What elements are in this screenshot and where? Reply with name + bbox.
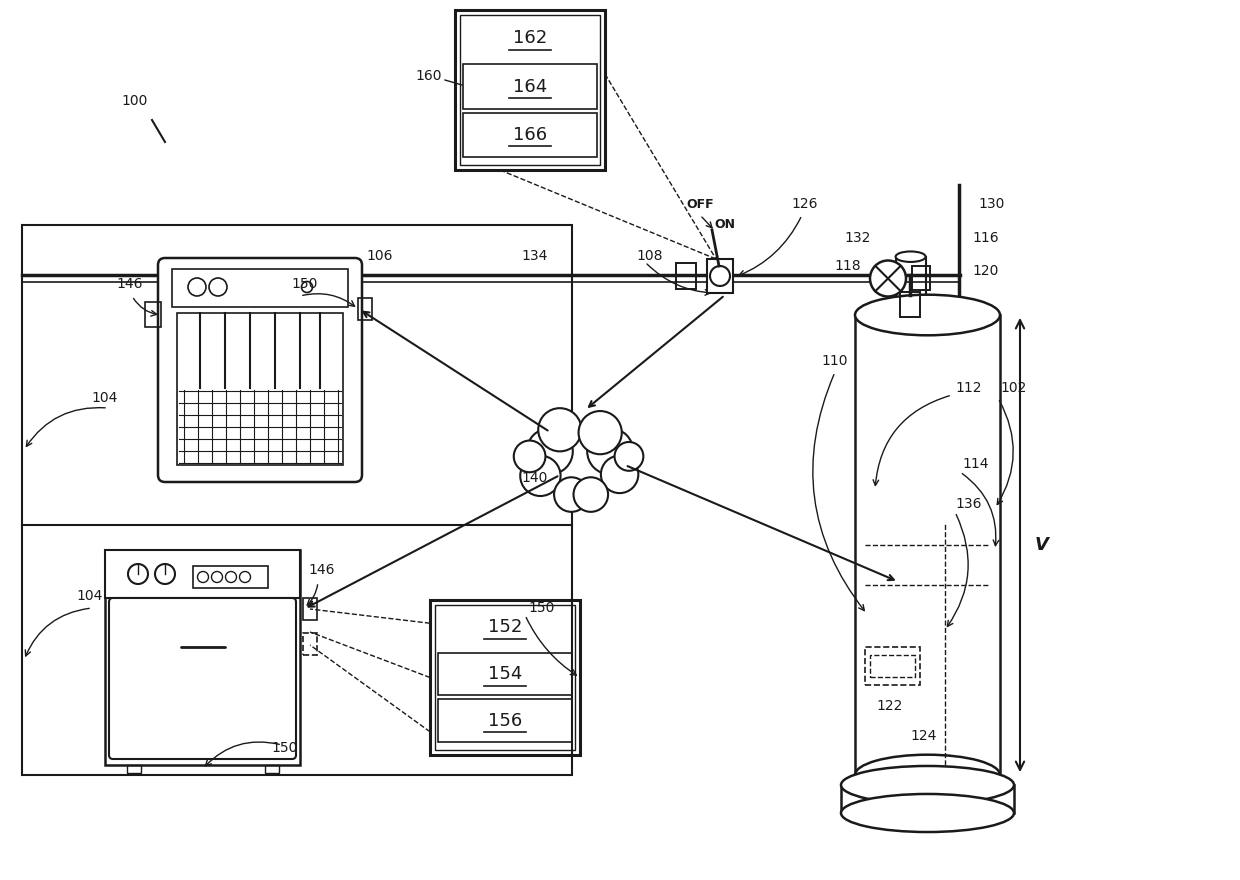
Bar	[358, 298, 372, 320]
Text: 112: 112	[955, 381, 982, 395]
Circle shape	[527, 429, 573, 474]
Text: 150: 150	[528, 601, 554, 615]
Bar	[463, 64, 596, 108]
Bar	[460, 15, 600, 165]
Bar	[463, 113, 596, 157]
Bar	[870, 655, 915, 677]
Circle shape	[601, 456, 639, 493]
Bar	[435, 605, 575, 750]
Bar	[105, 550, 300, 765]
Text: 150: 150	[291, 277, 319, 291]
Ellipse shape	[856, 295, 999, 335]
Bar	[303, 633, 317, 655]
Bar	[22, 225, 572, 775]
Bar	[193, 566, 268, 588]
Text: 146: 146	[117, 277, 144, 291]
Bar	[676, 263, 696, 289]
Circle shape	[574, 477, 608, 512]
Bar	[911, 266, 930, 290]
Bar	[430, 600, 580, 755]
Circle shape	[579, 411, 621, 454]
Text: 152: 152	[487, 619, 522, 636]
Text: 102: 102	[999, 381, 1027, 395]
Bar	[177, 313, 343, 465]
Text: 104: 104	[77, 589, 103, 603]
Text: 136: 136	[955, 497, 982, 511]
Circle shape	[538, 408, 582, 451]
Circle shape	[543, 422, 618, 497]
Text: 146: 146	[309, 563, 335, 577]
Text: 156: 156	[487, 712, 522, 730]
Text: 164: 164	[513, 77, 547, 96]
Circle shape	[588, 429, 634, 474]
FancyBboxPatch shape	[109, 598, 296, 759]
Text: 134: 134	[522, 249, 548, 263]
FancyBboxPatch shape	[157, 258, 362, 482]
Text: 110: 110	[822, 354, 848, 368]
Circle shape	[870, 260, 906, 297]
Text: 106: 106	[367, 249, 393, 263]
Bar	[866, 647, 920, 685]
Text: 160: 160	[415, 69, 441, 83]
Text: 122: 122	[877, 699, 903, 713]
Text: ON: ON	[714, 218, 735, 231]
Bar	[126, 765, 141, 773]
Circle shape	[513, 441, 546, 473]
Text: 108: 108	[637, 249, 663, 263]
Circle shape	[554, 477, 589, 512]
Text: 154: 154	[487, 665, 522, 683]
Text: 124: 124	[910, 729, 936, 743]
Bar	[145, 302, 161, 327]
Text: 140: 140	[522, 471, 548, 485]
Text: 162: 162	[513, 29, 547, 48]
Text: 118: 118	[835, 259, 862, 273]
Text: 116: 116	[972, 231, 998, 245]
Text: 150: 150	[272, 741, 298, 755]
Text: 130: 130	[978, 197, 1004, 211]
Bar	[303, 598, 317, 620]
Text: 166: 166	[513, 126, 547, 143]
Text: 132: 132	[844, 231, 872, 245]
Text: OFF: OFF	[686, 198, 714, 211]
Text: V: V	[1035, 536, 1049, 554]
Text: 104: 104	[92, 391, 118, 405]
Bar	[172, 269, 348, 307]
Bar	[707, 259, 733, 293]
Circle shape	[615, 442, 644, 471]
Bar	[265, 765, 279, 773]
Circle shape	[711, 266, 730, 286]
Ellipse shape	[841, 766, 1014, 804]
Ellipse shape	[895, 252, 925, 262]
Ellipse shape	[841, 794, 1014, 832]
Text: 100: 100	[122, 94, 149, 108]
Bar	[900, 292, 920, 317]
Text: 126: 126	[792, 197, 818, 211]
Bar	[105, 550, 300, 598]
Text: 120: 120	[972, 264, 998, 278]
Circle shape	[521, 456, 560, 496]
Bar	[455, 10, 605, 170]
Bar	[438, 700, 572, 742]
Text: 114: 114	[962, 457, 988, 471]
Bar	[438, 653, 572, 695]
